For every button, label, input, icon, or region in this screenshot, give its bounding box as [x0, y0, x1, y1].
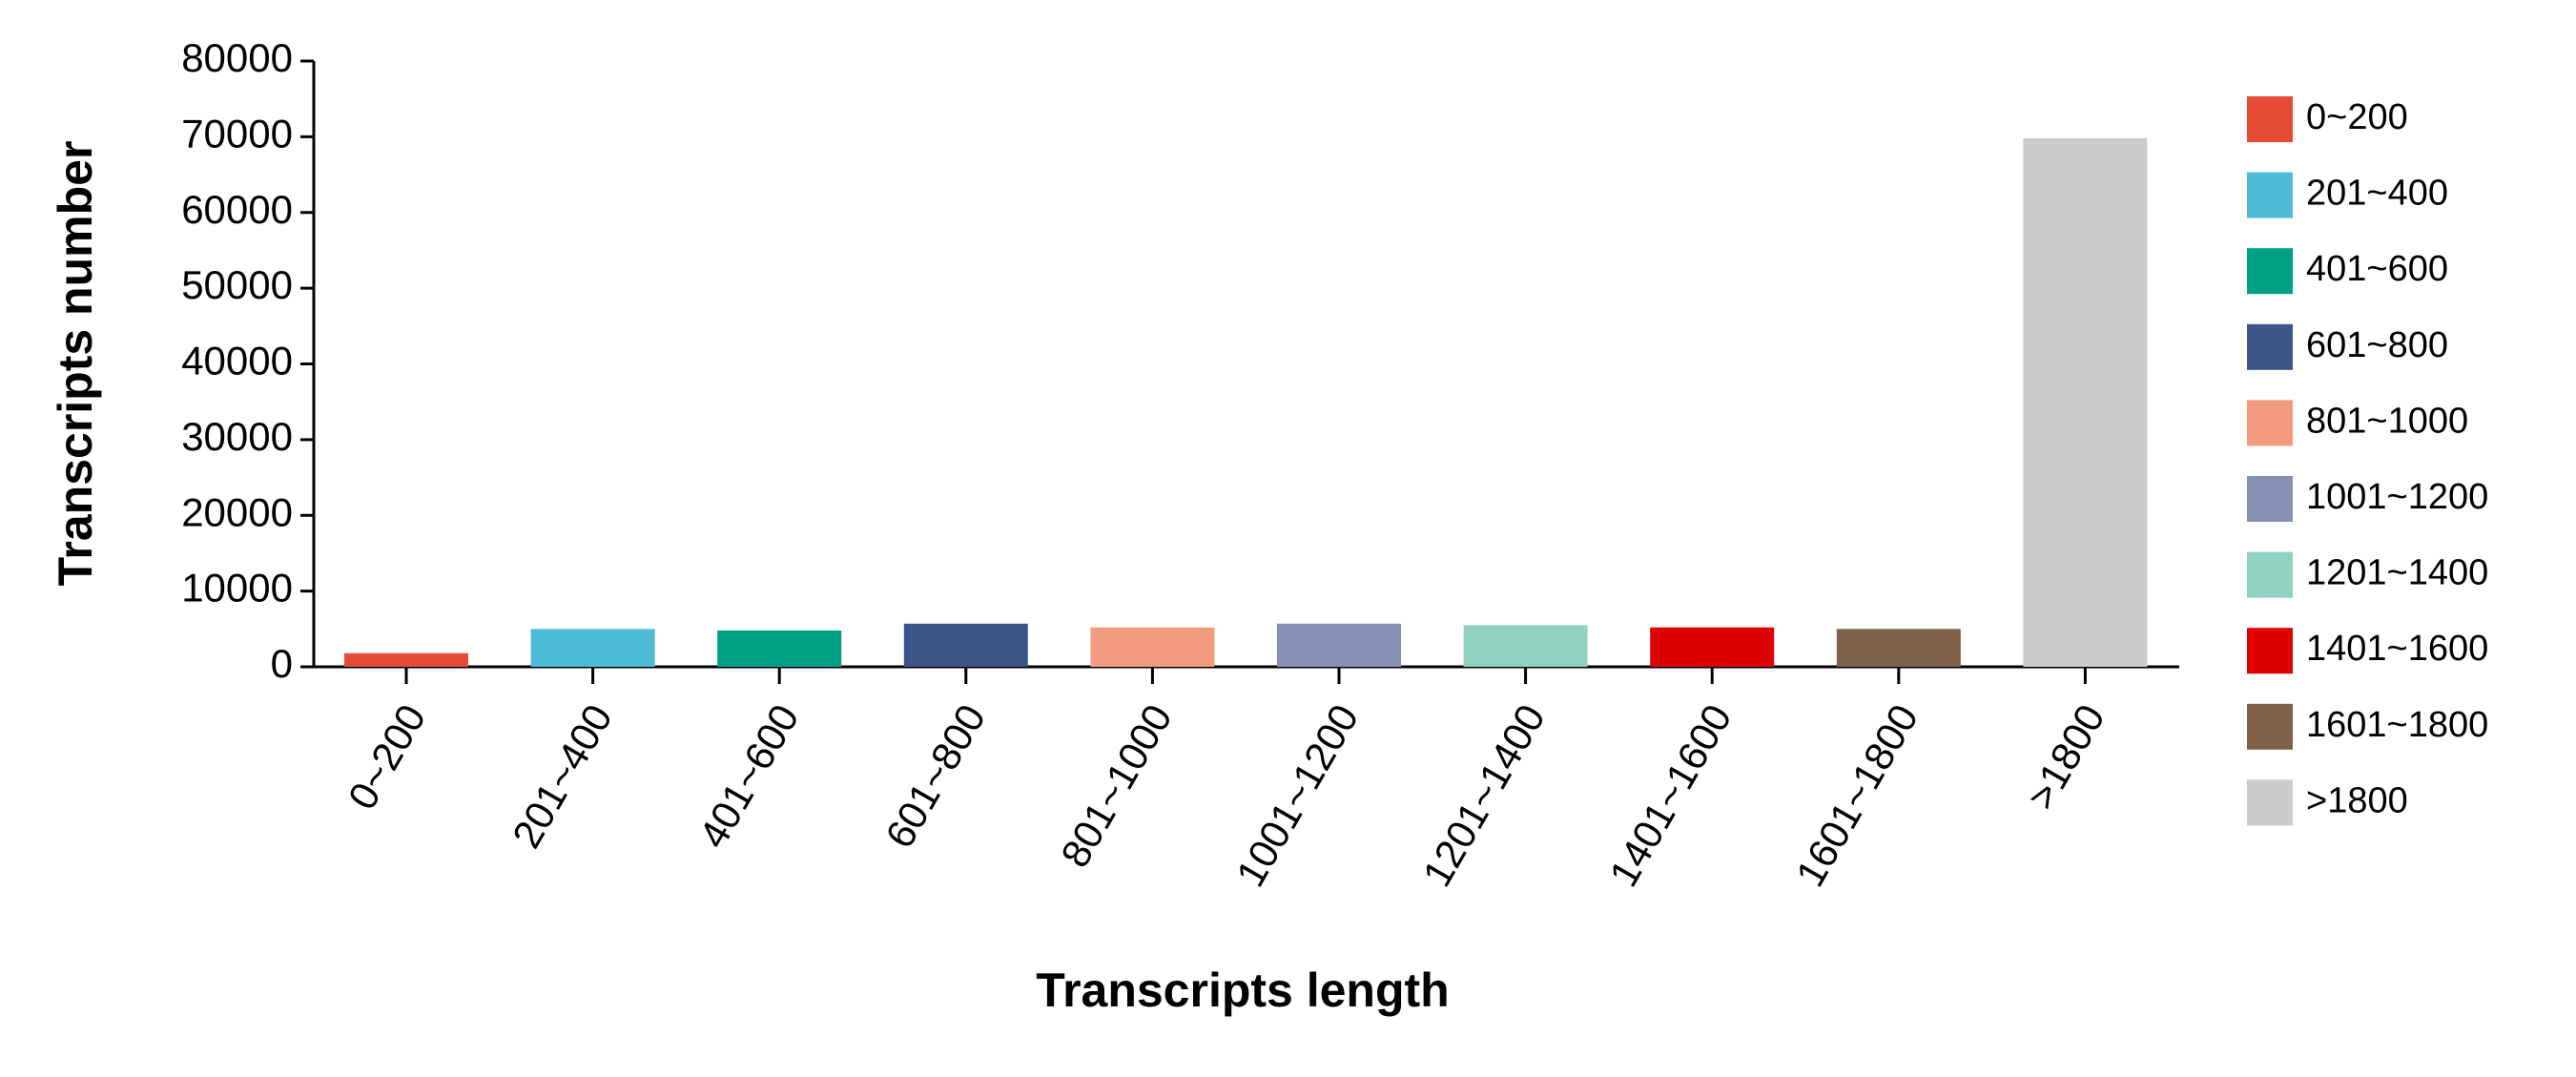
x-tick-label: 1401~1600 — [1600, 697, 1740, 895]
y-tick-label: 20000 — [181, 489, 293, 534]
legend-label: 1601~1800 — [2306, 705, 2488, 745]
legend-label: 0~200 — [2306, 97, 2408, 137]
x-tick-label: 201~400 — [504, 697, 621, 856]
legend-label: >1800 — [2306, 780, 2408, 820]
bar — [2023, 137, 2148, 667]
y-tick-label: 80000 — [181, 35, 293, 80]
legend-label: 1201~1400 — [2306, 553, 2488, 593]
bar — [1836, 629, 1961, 667]
x-tick-label: 1601~1800 — [1787, 697, 1927, 895]
y-tick-label: 0 — [271, 641, 293, 686]
legend-swatch — [2247, 172, 2293, 218]
x-tick-label: 1001~1200 — [1227, 697, 1367, 895]
bar — [1463, 625, 1588, 667]
y-tick-label: 40000 — [181, 339, 293, 383]
bar — [717, 630, 842, 667]
legend-label: 801~1000 — [2306, 401, 2468, 441]
legend-label: 1001~1200 — [2306, 477, 2488, 517]
legend-swatch — [2247, 703, 2293, 750]
y-tick-label: 10000 — [181, 566, 293, 611]
bar — [530, 629, 655, 667]
bar — [344, 652, 468, 667]
legend-swatch — [2247, 96, 2293, 142]
legend-swatch — [2247, 323, 2293, 370]
legend-label: 201~400 — [2306, 174, 2448, 214]
legend-swatch — [2247, 476, 2293, 522]
legend-label: 401~600 — [2306, 249, 2448, 289]
y-tick-label: 30000 — [181, 414, 293, 459]
bar — [1090, 627, 1215, 667]
legend-swatch — [2247, 248, 2293, 295]
y-axis-title: Transcripts number — [49, 141, 102, 587]
bar — [903, 623, 1028, 667]
y-tick-label: 50000 — [181, 262, 293, 307]
legend-swatch — [2247, 551, 2293, 598]
x-tick-label: 401~600 — [690, 697, 808, 856]
x-tick-label: 801~1000 — [1052, 697, 1181, 875]
x-tick-label: 0~200 — [340, 697, 435, 818]
legend-swatch — [2247, 400, 2293, 446]
y-tick-label: 60000 — [181, 187, 293, 232]
legend-swatch — [2247, 779, 2293, 826]
x-tick-label: 601~800 — [876, 697, 994, 856]
x-tick-label: 1201~1400 — [1414, 697, 1554, 895]
legend-label: 1401~1600 — [2306, 629, 2488, 669]
bar — [1277, 623, 1401, 667]
legend-swatch — [2247, 628, 2293, 674]
x-axis-title: Transcripts length — [1036, 963, 1449, 1017]
y-tick-label: 70000 — [181, 111, 293, 155]
bar — [1650, 627, 1775, 667]
legend-label: 601~800 — [2306, 325, 2448, 365]
x-tick-label: >1800 — [2018, 697, 2113, 818]
